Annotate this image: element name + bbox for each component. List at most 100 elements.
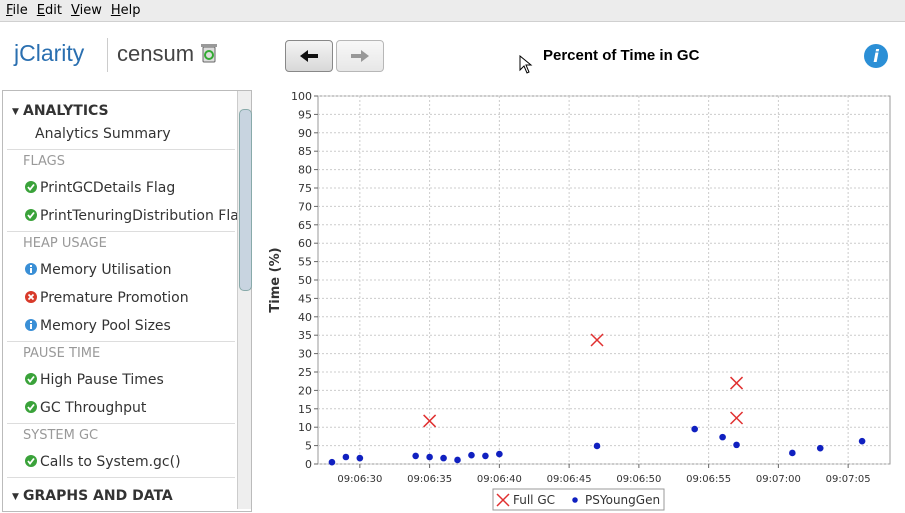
nav-item[interactable]: Memory Utilisation <box>25 262 171 278</box>
nav-item[interactable]: Analytics Summary <box>35 126 171 142</box>
y-tick-label: 25 <box>298 366 312 379</box>
point <box>342 453 350 461</box>
y-tick-label: 55 <box>298 256 312 269</box>
separator <box>7 423 235 424</box>
info-button[interactable]: i <box>863 43 889 69</box>
y-tick-label: 90 <box>298 127 312 140</box>
x-tick-label: 09:07:05 <box>826 474 871 485</box>
svg-text:i: i <box>873 47 880 67</box>
nav-item-label: Calls to System.gc() <box>40 454 181 470</box>
point <box>496 450 503 458</box>
y-tick-label: 85 <box>298 145 312 158</box>
sidebar: ▼ ANALYTICS Analytics Summary FLAGS Prin… <box>2 90 252 512</box>
menu-item[interactable]: File <box>6 3 28 18</box>
legend-marker <box>572 497 578 503</box>
nav-item-label: GC Throughput <box>40 400 147 416</box>
y-tick-label: 0 <box>305 458 312 471</box>
expand-arrow[interactable]: ▼ <box>12 492 19 502</box>
separator <box>7 341 235 342</box>
product-name: censum <box>117 41 195 66</box>
section-title: SYSTEM GC <box>23 428 99 443</box>
y-tick-label: 5 <box>305 440 312 453</box>
nav-item-label: High Pause Times <box>40 372 164 388</box>
x-tick-label: 09:06:35 <box>407 474 452 485</box>
y-tick-label: 35 <box>298 329 312 342</box>
point <box>733 441 740 449</box>
point <box>440 454 447 462</box>
chart-title: Percent of Time in GC <box>543 47 700 64</box>
section-title: HEAP USAGE <box>23 236 107 251</box>
y-axis-label: Time (%) <box>268 247 283 312</box>
point <box>789 449 796 457</box>
point <box>730 411 744 425</box>
nav-item-label: Memory Utilisation <box>40 262 172 278</box>
nav-item-label: PrintTenuringDistribution Flag <box>40 208 248 224</box>
logo: jClarity <box>14 40 85 66</box>
expand-arrow[interactable]: ▼ <box>12 107 19 117</box>
point <box>590 333 604 347</box>
x-tick-label: 09:07:00 <box>756 474 801 485</box>
nav-item[interactable]: Calls to System.gc() <box>25 454 181 470</box>
nav-item[interactable]: GC Throughput <box>25 400 146 416</box>
y-tick-label: 20 <box>298 384 312 397</box>
back-button[interactable] <box>285 40 333 72</box>
point <box>454 456 461 464</box>
group-title[interactable]: ANALYTICS <box>23 103 109 119</box>
legend-marker <box>496 493 510 507</box>
point <box>719 433 726 441</box>
legend-box <box>492 488 665 511</box>
x-tick-label: 09:06:50 <box>616 474 661 485</box>
point <box>730 376 744 390</box>
point <box>426 453 433 461</box>
y-tick-label: 60 <box>298 237 312 250</box>
x-tick-label: 09:06:30 <box>337 474 382 485</box>
point <box>423 414 437 428</box>
nav-item[interactable]: PrintTenuringDistribution Flag <box>25 208 248 224</box>
menu-bar: File Edit View Help <box>0 0 905 22</box>
x-tick-label: 09:06:45 <box>547 474 592 485</box>
nav-item-label: Premature Promotion <box>40 290 189 306</box>
legend: Full GC PSYoungGen <box>492 488 665 511</box>
scrollbar[interactable] <box>237 91 252 509</box>
point <box>691 425 698 433</box>
point <box>816 444 824 452</box>
chart: 0 5 10 15 20 25 30 35 40 45 50 55 60 65 70 75 80 85 90 95 10… <box>268 90 891 511</box>
point <box>593 442 601 450</box>
divider <box>107 38 108 72</box>
menu-item[interactable]: Edit <box>36 3 62 18</box>
nav-item[interactable]: Memory Pool Sizes <box>25 318 171 334</box>
separator <box>7 149 235 150</box>
separator <box>7 477 235 478</box>
menu-item[interactable]: Help <box>110 3 141 18</box>
legend-label: Full GC <box>513 493 555 507</box>
point <box>858 437 866 445</box>
y-tick-label: 70 <box>298 200 312 213</box>
y-tick-label: 45 <box>298 292 312 305</box>
y-tick-label: 40 <box>298 311 312 324</box>
y-tick-label: 95 <box>298 108 312 121</box>
point <box>356 454 364 462</box>
legend-label: PSYoungGen <box>585 493 660 507</box>
trash-icon[interactable] <box>201 43 217 63</box>
section-title: FLAGS <box>23 154 66 169</box>
separator <box>7 231 235 232</box>
mouse-cursor <box>519 55 533 74</box>
y-tick-label: 75 <box>298 182 312 195</box>
nav-item[interactable]: Premature Promotion <box>25 290 189 306</box>
scroll-thumb[interactable] <box>239 109 252 291</box>
group-title[interactable]: GRAPHS AND DATA <box>23 488 173 504</box>
menu-item[interactable]: View <box>70 3 102 18</box>
y-tick-label: 100 <box>291 90 312 103</box>
nav-item[interactable]: PrintGCDetails Flag <box>25 180 175 196</box>
point <box>328 458 336 466</box>
forward-button[interactable] <box>336 40 384 72</box>
y-tick-label: 30 <box>298 348 312 361</box>
y-tick-label: 15 <box>298 403 312 416</box>
y-tick-label: 10 <box>298 421 312 434</box>
x-tick-label: 09:06:55 <box>686 474 731 485</box>
point <box>482 452 489 460</box>
y-tick-label: 80 <box>298 164 312 177</box>
nav-item[interactable]: High Pause Times <box>25 372 164 388</box>
x-tick-label: 09:06:40 <box>477 474 522 485</box>
